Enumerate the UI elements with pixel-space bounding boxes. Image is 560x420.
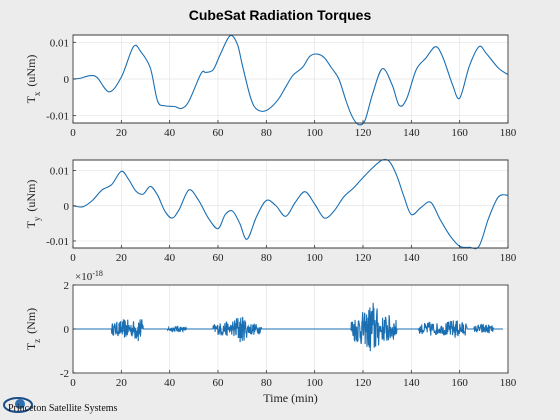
x-tick-label: 140 xyxy=(403,377,420,389)
x-axis-label: Time (min) xyxy=(263,391,318,405)
x-tick-label: 100 xyxy=(306,377,323,389)
x-tick-label: 160 xyxy=(451,252,468,264)
x-tick-label: 40 xyxy=(164,377,176,389)
x-tick-label: 60 xyxy=(213,377,225,389)
y-tick-label: -2 xyxy=(60,368,69,380)
y-tick-label: -0.01 xyxy=(46,111,69,123)
x-tick-label: 40 xyxy=(164,127,176,139)
x-tick-label: 0 xyxy=(70,127,76,139)
x-tick-label: 120 xyxy=(355,252,372,264)
y-exponent-label: ×10-18 xyxy=(75,269,103,284)
x-tick-label: 100 xyxy=(306,127,323,139)
logo-orbit-icon xyxy=(3,397,33,413)
y-tick-label: -0.01 xyxy=(46,236,69,248)
series-line xyxy=(72,34,509,126)
y-tick-label: 0 xyxy=(64,74,70,86)
x-tick-label: 100 xyxy=(306,252,323,264)
x-tick-label: 0 xyxy=(70,377,76,389)
y-axis-label: Tz(Nm) xyxy=(24,308,42,350)
x-tick-label: 20 xyxy=(116,377,128,389)
logo-planet-icon xyxy=(15,399,25,409)
x-tick-label: 80 xyxy=(261,252,273,264)
figure-title: CubeSat Radiation Torques xyxy=(189,7,372,23)
x-tick-label: 20 xyxy=(116,127,128,139)
x-tick-label: 180 xyxy=(500,377,517,389)
series-line xyxy=(72,158,509,250)
x-tick-label: 60 xyxy=(213,252,225,264)
y-tick-label: 0.01 xyxy=(50,166,69,178)
logo: Princeton Satellite Systems xyxy=(3,397,118,414)
x-tick-label: 160 xyxy=(451,127,468,139)
x-tick-label: 40 xyxy=(164,252,176,264)
x-tick-label: 120 xyxy=(355,127,372,139)
x-tick-label: 180 xyxy=(500,252,517,264)
x-tick-label: 140 xyxy=(403,252,420,264)
x-tick-label: 20 xyxy=(116,252,128,264)
series-line xyxy=(73,302,503,352)
x-tick-label: 180 xyxy=(500,127,517,139)
y-tick-label: 0.01 xyxy=(50,37,69,49)
y-axis-label: Tx(uNm) xyxy=(24,55,42,104)
plot-area xyxy=(72,159,509,249)
x-tick-label: 120 xyxy=(355,377,372,389)
axes-frame xyxy=(72,159,509,249)
y-tick-label: 0 xyxy=(64,324,70,336)
y-tick-label: 0 xyxy=(64,201,70,213)
x-tick-label: 80 xyxy=(261,127,273,139)
x-tick-label: 80 xyxy=(261,377,273,389)
logo-text: Princeton Satellite Systems xyxy=(8,403,118,414)
x-tick-label: 140 xyxy=(403,127,420,139)
tx-axes: 0 20 40 60 80 100 120 140 160 1800.010-0.01Tx(uNm… xyxy=(24,34,517,139)
x-tick-label: 0 xyxy=(70,252,76,264)
tz-axes: 0 20 40 60 80 100 120 140 160 18020-2Tz(Nm)×10-18… xyxy=(24,269,517,406)
x-tick-label: 60 xyxy=(213,127,225,139)
ty-axes: 0 20 40 60 80 100 120 140 160 1800.010-0.01Ty(uNm… xyxy=(24,158,517,264)
y-tick-label: 2 xyxy=(64,280,70,292)
y-axis-label: Ty(uNm) xyxy=(24,180,42,229)
x-tick-label: 160 xyxy=(451,377,468,389)
